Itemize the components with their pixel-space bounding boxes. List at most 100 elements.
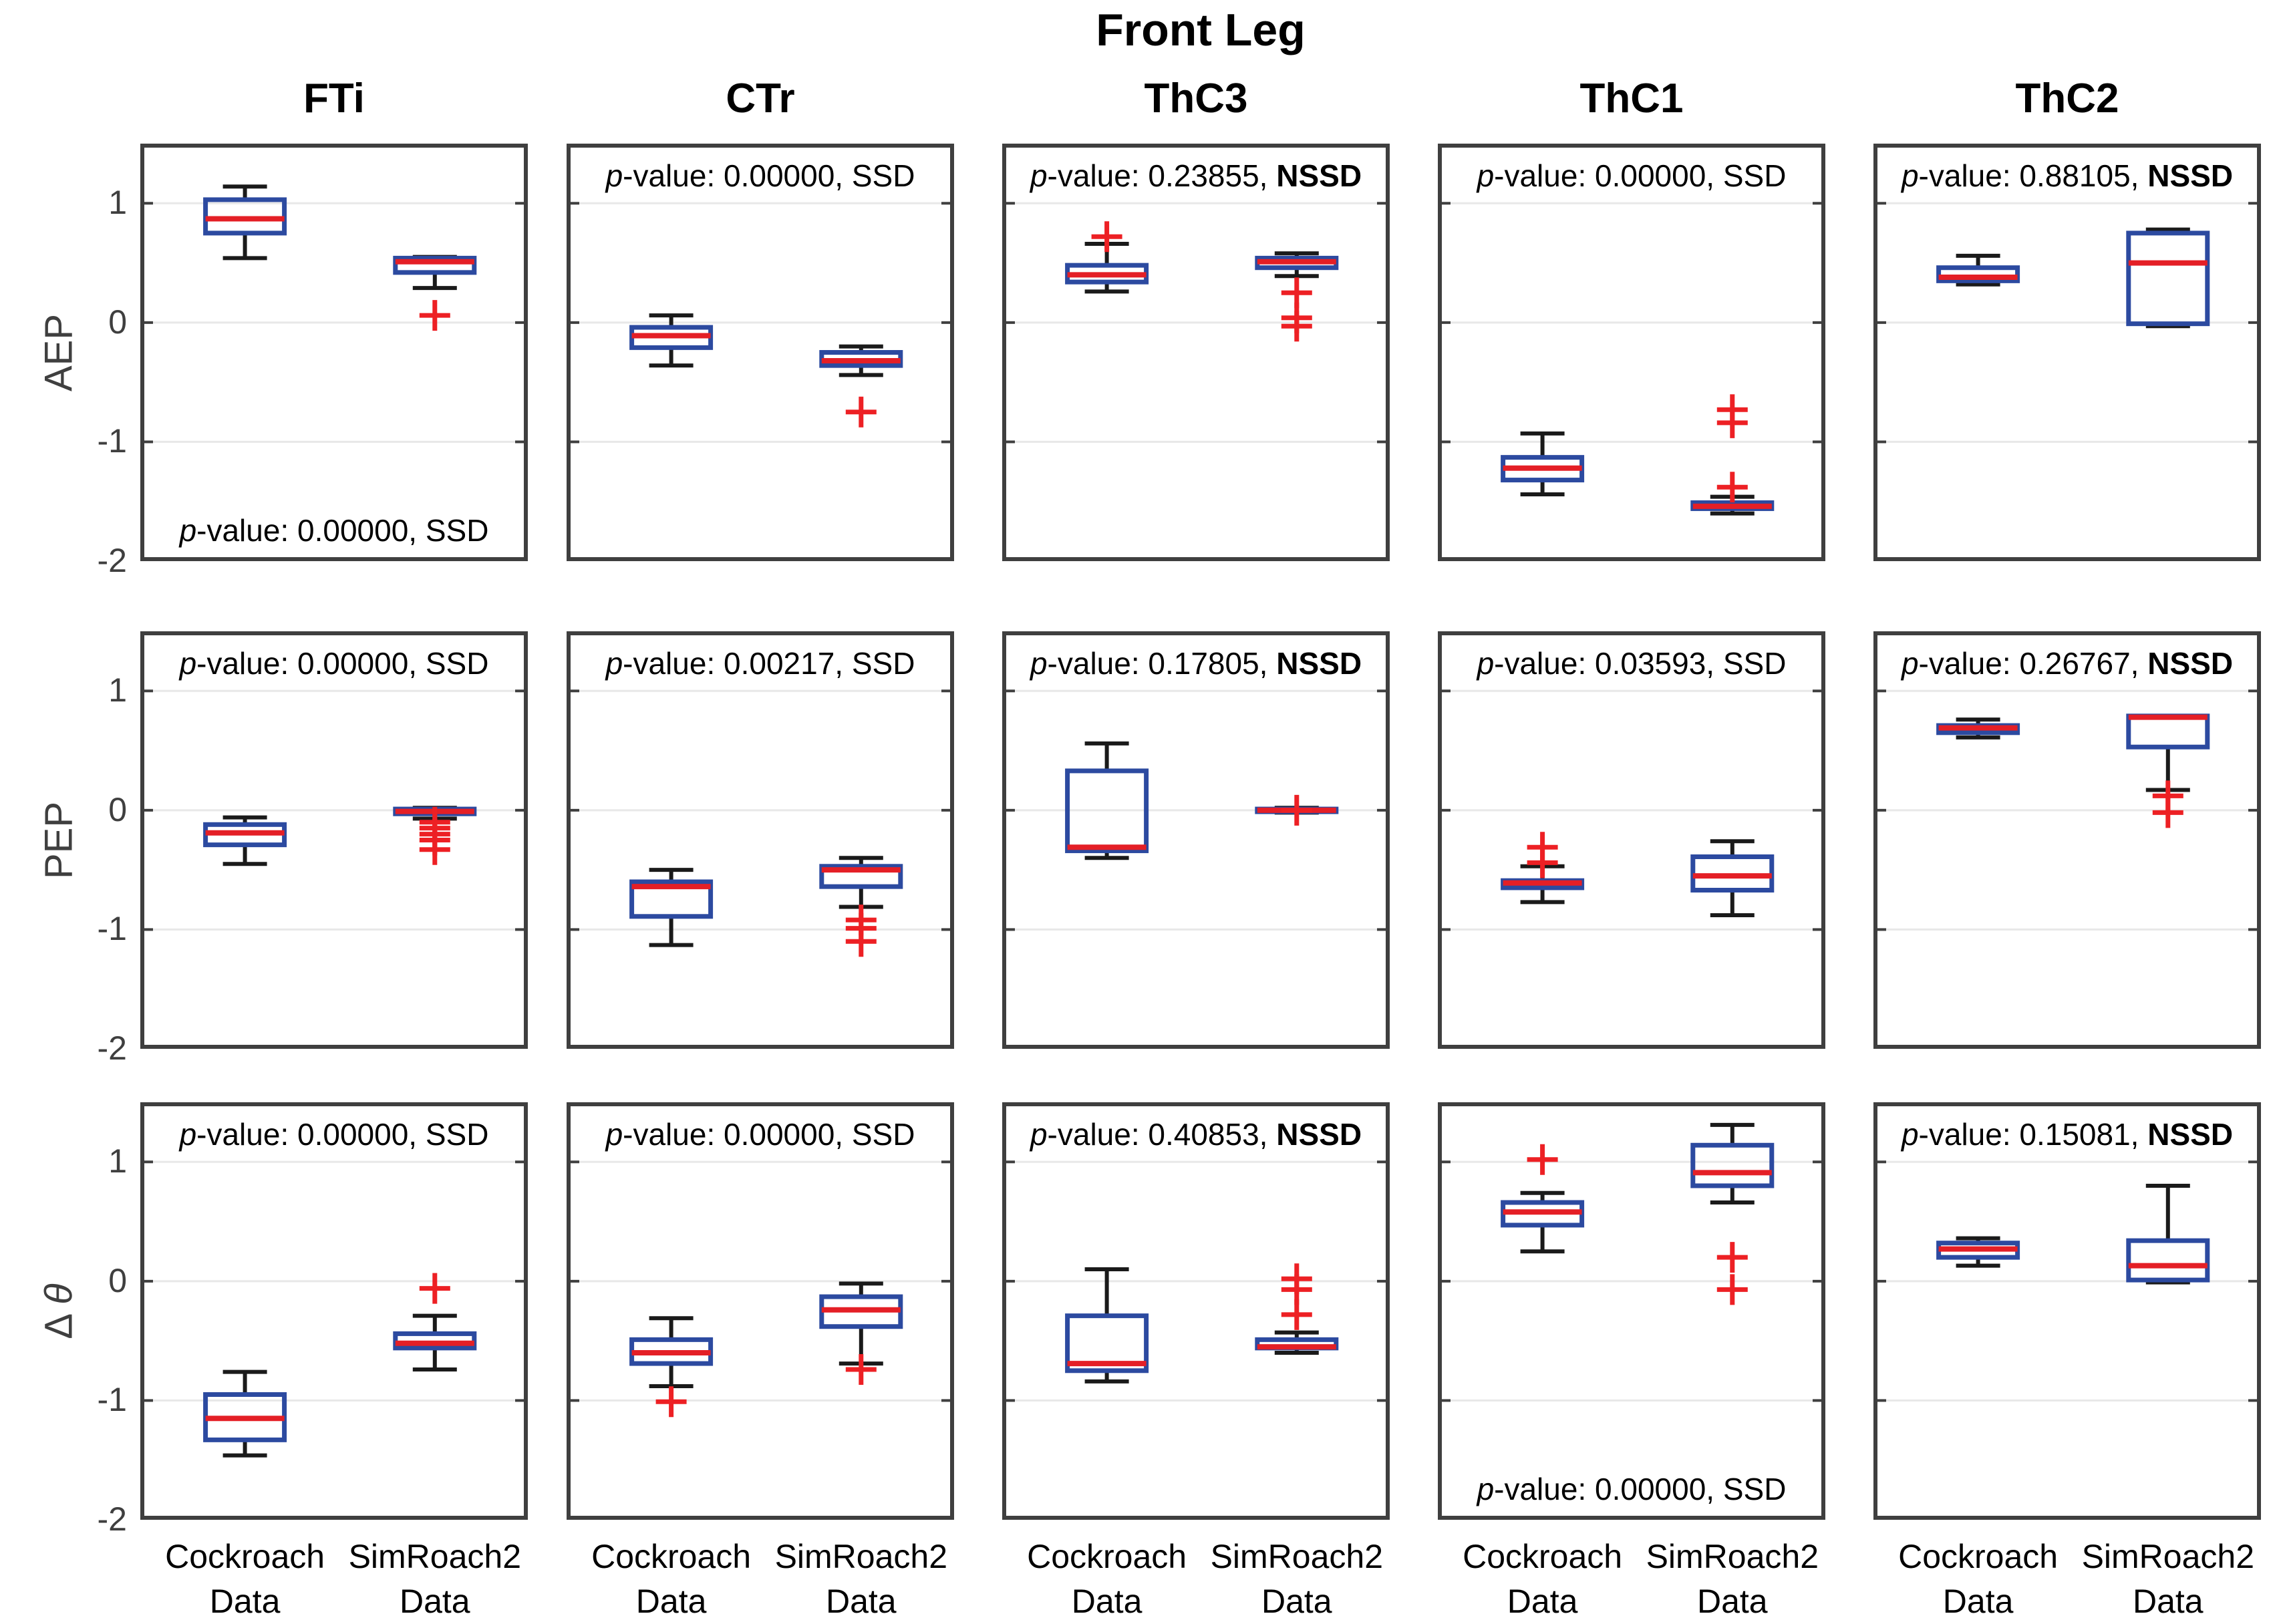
ytick-label-1: 1 xyxy=(108,184,127,222)
p-value-annotation: p-value: 0.00000, SSD xyxy=(178,513,489,548)
subplot-PEP-ThC1: p-value: 0.03593, SSD xyxy=(1438,631,1825,1049)
box-cockroach xyxy=(203,815,287,866)
column-title-CTr: CTr xyxy=(726,75,795,122)
p-value-annotation: p-value: 0.00000, SSD xyxy=(605,158,915,193)
box-simroach2 xyxy=(1690,839,1775,917)
outlier-plus xyxy=(1716,1242,1748,1273)
axes-border xyxy=(1438,1102,1825,1520)
p-value-annotation: p-value: 0.40853, NSSD xyxy=(1029,1117,1362,1152)
ytick-label--2: -2 xyxy=(97,1500,127,1538)
outlier-plus xyxy=(1281,1299,1312,1330)
box-cockroach xyxy=(1065,221,1149,294)
box-simroach2 xyxy=(2126,713,2210,828)
ytick-label--2: -2 xyxy=(97,542,127,579)
subplot-AEP-CTr: p-value: 0.00000, SSD xyxy=(567,144,954,561)
p-value-annotation: p-value: 0.00217, SSD xyxy=(605,646,915,681)
subplot-Δθ-ThC3: p-value: 0.40853, NSSD xyxy=(1002,1102,1390,1520)
figure-title: Front Leg xyxy=(1096,5,1306,55)
axes-border xyxy=(567,1102,954,1520)
xtick-label-simroach2: SimRoach2 Data xyxy=(2081,1538,2255,1620)
iqr-box xyxy=(393,255,477,275)
box-cockroach xyxy=(203,1369,287,1458)
box-simroach2 xyxy=(1255,251,1339,342)
outlier-plus xyxy=(845,926,877,957)
box-cockroach xyxy=(1936,253,2020,287)
iqr-box xyxy=(2126,230,2210,327)
subplot-AEP-FTi: p-value: 0.00000, SSD xyxy=(140,144,528,561)
iqr-box xyxy=(1065,1313,1149,1373)
ytick-label-0: 0 xyxy=(108,790,127,828)
axes-border xyxy=(1873,1102,2261,1520)
box-cockroach xyxy=(203,184,287,261)
p-value-annotation: p-value: 0.00000, SSD xyxy=(178,646,489,681)
outlier-plus xyxy=(655,1386,687,1418)
subplot-Δθ-ThC1: p-value: 0.00000, SSD xyxy=(1438,1102,1825,1520)
ytick-label--2: -2 xyxy=(97,1029,127,1067)
box-simroach2 xyxy=(2126,1184,2210,1285)
box-cockroach xyxy=(1065,1267,1149,1384)
xtick-label-simroach2: SimRoach2 Data xyxy=(1646,1538,1819,1620)
outlier-plus xyxy=(1527,1144,1558,1175)
outlier-plus xyxy=(1281,311,1312,342)
xtick-label-cockroach: Cockroach Data xyxy=(1463,1538,1623,1620)
p-value-annotation: p-value: 0.88105, NSSD xyxy=(1900,158,2233,193)
box-cockroach xyxy=(629,1316,714,1418)
subplot-Δθ-CTr: p-value: 0.00000, SSD xyxy=(567,1102,954,1520)
ytick-label--1: -1 xyxy=(97,910,127,948)
ytick-label-1: 1 xyxy=(108,671,127,709)
xtick-label-cockroach: Cockroach Data xyxy=(165,1538,325,1620)
subplot-PEP-ThC2: p-value: 0.26767, NSSD xyxy=(1873,631,2261,1049)
box-cockroach xyxy=(1501,1144,1585,1254)
outlier-plus xyxy=(1716,1274,1748,1305)
box-cockroach xyxy=(1501,832,1585,905)
subplot-AEP-ThC1: p-value: 0.00000, SSD xyxy=(1438,144,1825,561)
column-title-FTi: FTi xyxy=(303,75,365,122)
iqr-box xyxy=(2126,1238,2210,1283)
outlier-plus xyxy=(1281,794,1312,826)
xtick-label-cockroach: Cockroach Data xyxy=(1027,1538,1187,1620)
p-value-annotation: p-value: 0.00000, SSD xyxy=(605,1117,915,1152)
column-title-ThC1: ThC1 xyxy=(1579,75,1684,122)
subplot-PEP-ThC3: p-value: 0.17805, NSSD xyxy=(1002,631,1390,1049)
outlier-plus xyxy=(419,834,450,865)
box-simroach2 xyxy=(393,255,477,331)
xtick-label-cockroach: Cockroach Data xyxy=(591,1538,752,1620)
xtick-label-simroach2: SimRoach2 Data xyxy=(774,1538,948,1620)
column-title-ThC3: ThC3 xyxy=(1144,75,1248,122)
box-simroach2 xyxy=(819,344,903,428)
outlier-plus xyxy=(845,396,877,428)
p-value-annotation: p-value: 0.15081, NSSD xyxy=(1900,1117,2233,1152)
box-cockroach xyxy=(1936,717,2020,740)
box-cockroach xyxy=(629,313,714,368)
p-value-annotation: p-value: 0.17805, NSSD xyxy=(1029,646,1362,681)
axes-border xyxy=(1002,631,1390,1049)
ytick-label-1: 1 xyxy=(108,1142,127,1180)
axes-border xyxy=(1873,631,2261,1049)
axes-border xyxy=(140,1102,528,1520)
xtick-label-simroach2: SimRoach2 Data xyxy=(1210,1538,1384,1620)
xtick-label-cockroach: Cockroach Data xyxy=(1898,1538,2059,1620)
box-simroach2 xyxy=(819,1281,903,1385)
iqr-box xyxy=(819,864,903,889)
axes-border xyxy=(1002,144,1390,561)
ytick-label--1: -1 xyxy=(97,422,127,460)
column-title-ThC2: ThC2 xyxy=(2015,75,2119,122)
subplot-AEP-ThC2: p-value: 0.88105, NSSD xyxy=(1873,144,2261,561)
box-cockroach xyxy=(1501,431,1585,496)
box-simroach2 xyxy=(819,856,903,957)
outlier-plus xyxy=(1527,847,1558,878)
axes-border xyxy=(1438,631,1825,1049)
box-simroach2 xyxy=(1255,794,1339,826)
box-simroach2 xyxy=(1690,394,1775,516)
subplot-AEP-ThC3: p-value: 0.23855, NSSD xyxy=(1002,144,1390,561)
p-value-annotation: p-value: 0.00000, SSD xyxy=(178,1117,489,1152)
outlier-plus xyxy=(2152,797,2183,828)
outlier-plus xyxy=(1716,407,1748,438)
outlier-plus xyxy=(1716,472,1748,503)
iqr-box xyxy=(629,879,714,919)
ytick-label--1: -1 xyxy=(97,1381,127,1419)
box-simroach2 xyxy=(2126,227,2210,329)
subplot-PEP-CTr: p-value: 0.00217, SSD xyxy=(567,631,954,1049)
subplot-PEP-FTi: p-value: 0.00000, SSD xyxy=(140,631,528,1049)
iqr-box xyxy=(1690,1142,1775,1188)
